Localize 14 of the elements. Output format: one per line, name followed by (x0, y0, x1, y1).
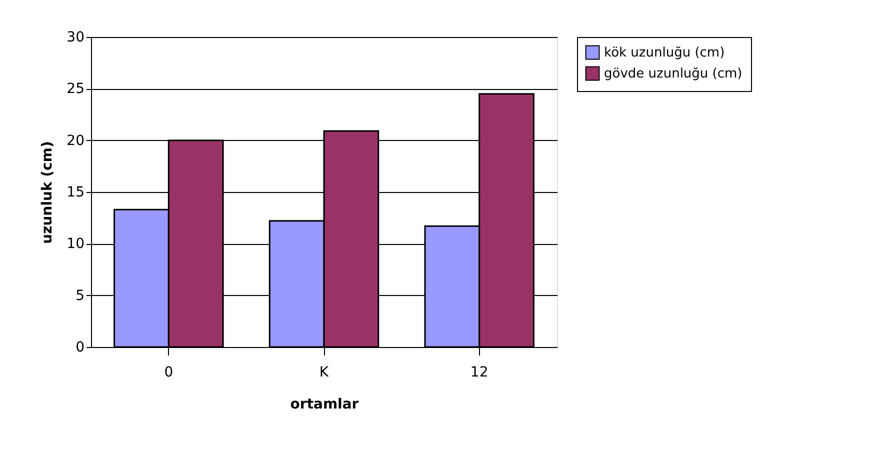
x-tick-label: K (319, 364, 330, 380)
y-tick-label: 10 (66, 236, 84, 252)
x-tick-label: 12 (470, 364, 488, 380)
y-tick-label: 15 (66, 184, 84, 200)
y-tick-label: 20 (66, 132, 84, 149)
legend-label: gövde uzunluğu (cm) (604, 66, 742, 82)
legend-label: kök uzunluğu (cm) (604, 46, 725, 60)
x-axis-title: ortamlar (290, 396, 359, 412)
y-axis-title: uzunluk (cm) (40, 141, 56, 244)
y-tick-label: 30 (66, 30, 84, 46)
y-tick-label: 5 (76, 288, 84, 304)
x-tick-label: 0 (164, 364, 174, 380)
y-tick-label: 0 (76, 340, 84, 356)
y-tick-label: 25 (66, 81, 84, 98)
